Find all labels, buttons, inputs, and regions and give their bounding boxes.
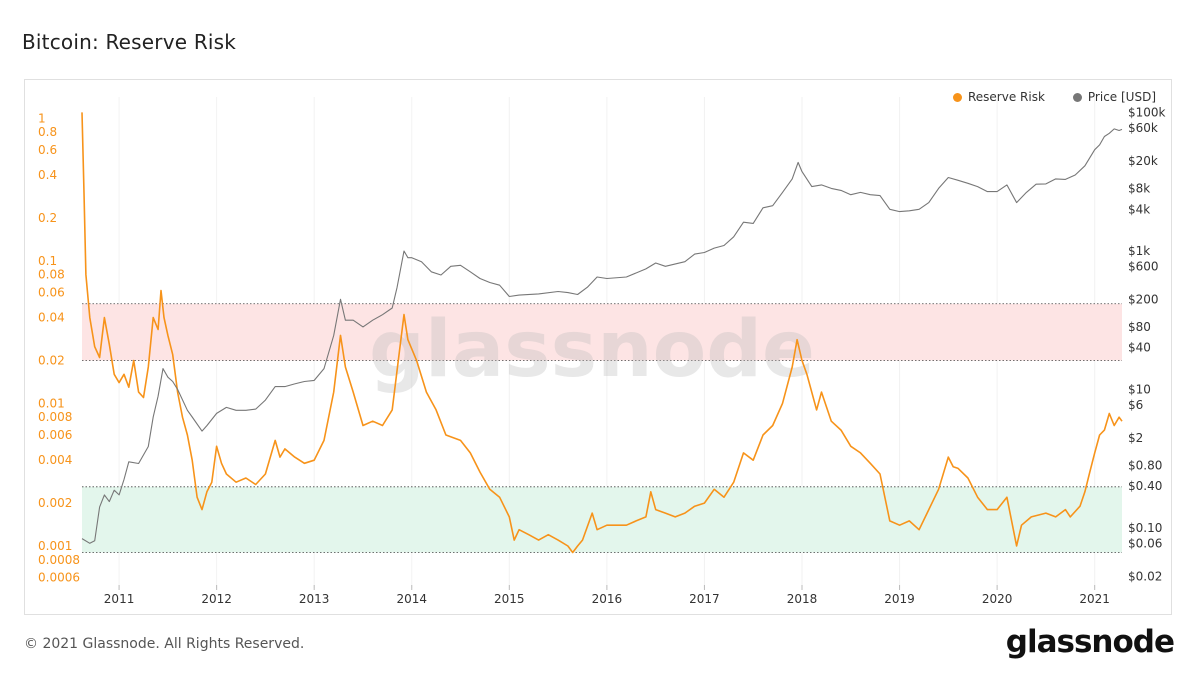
buy-zone-band xyxy=(82,486,1122,553)
right-axis-tick-label: $100k xyxy=(1128,105,1166,119)
legend-item-reserve-risk[interactable]: Reserve Risk xyxy=(952,90,1045,104)
legend-label-price: Price [USD] xyxy=(1087,90,1156,104)
copyright-footer: © 2021 Glassnode. All Rights Reserved. xyxy=(24,636,305,652)
legend-item-price[interactable]: Price [USD] xyxy=(1072,90,1156,104)
price-legend-dot xyxy=(1072,92,1082,102)
x-axis-tick-label: 2021 xyxy=(1079,592,1110,606)
left-axis-tick-label: 0.08 xyxy=(38,268,65,282)
x-axis-tick-label: 2013 xyxy=(299,592,330,606)
watermark: glassnode xyxy=(369,305,815,395)
right-axis-tick-label: $40 xyxy=(1128,341,1151,355)
right-axis-tick-label: $10 xyxy=(1128,382,1151,396)
reserve-risk-legend-dot xyxy=(952,92,962,102)
right-axis-tick-label: $0.80 xyxy=(1128,458,1162,472)
x-axis-tick-label: 2016 xyxy=(592,592,623,606)
right-axis-tick-label: $600 xyxy=(1128,259,1159,273)
left-axis-tick-label: 0.6 xyxy=(38,143,57,157)
left-axis-tick-label: 0.001 xyxy=(38,539,72,553)
right-axis-tick-label: $0.40 xyxy=(1128,479,1162,493)
glassnode-logo[interactable]: glassnode xyxy=(1005,624,1175,660)
legend-label-reserve-risk: Reserve Risk xyxy=(967,90,1045,104)
x-axis-tick-label: 2018 xyxy=(787,592,818,606)
left-axis-tick-label: 0.8 xyxy=(38,125,57,139)
right-axis-tick-label: $60k xyxy=(1128,121,1158,135)
x-axis-tick-label: 2017 xyxy=(689,592,720,606)
x-axis-tick-label: 2011 xyxy=(104,592,135,606)
left-axis-tick-label: 1 xyxy=(38,111,46,125)
right-axis-tick-label: $0.06 xyxy=(1128,536,1162,550)
left-axis-tick-label: 0.006 xyxy=(38,428,72,442)
left-axis-tick-label: 0.004 xyxy=(38,453,72,467)
left-axis-tick-label: 0.01 xyxy=(38,396,65,410)
x-axis-tick-label: 2020 xyxy=(982,592,1013,606)
x-axis-tick-label: 2014 xyxy=(396,592,427,606)
right-axis-tick-label: $0.10 xyxy=(1128,521,1162,535)
sell-zone-band xyxy=(82,303,1122,361)
left-axis-tick-label: 0.02 xyxy=(38,354,65,368)
chart-title: Bitcoin: Reserve Risk xyxy=(22,30,237,54)
right-axis-tick-label: $8k xyxy=(1128,181,1150,195)
right-axis-tick-label: $6 xyxy=(1128,398,1143,412)
x-axis-tick-label: 2019 xyxy=(884,592,915,606)
x-axis-tick-label: 2015 xyxy=(494,592,525,606)
left-axis-tick-label: 0.002 xyxy=(38,496,72,510)
left-axis-tick-label: 0.008 xyxy=(38,410,72,424)
left-axis-tick-label: 0.0008 xyxy=(38,553,80,567)
left-axis-tick-label: 0.04 xyxy=(38,311,65,325)
chart-frame xyxy=(24,79,1172,615)
left-axis-tick-label: 0.0006 xyxy=(38,571,80,585)
right-axis-tick-label: $2 xyxy=(1128,431,1143,445)
right-axis-tick-label: $1k xyxy=(1128,244,1150,258)
left-axis-tick-label: 0.4 xyxy=(38,168,57,182)
right-axis-tick-label: $4k xyxy=(1128,202,1150,216)
right-axis-tick-label: $20k xyxy=(1128,154,1158,168)
price-line xyxy=(81,128,1123,544)
left-axis-tick-label: 0.2 xyxy=(38,211,57,225)
x-axis-tick-label: 2012 xyxy=(201,592,232,606)
chart-legend: Reserve Risk Price [USD] xyxy=(952,90,1156,104)
right-axis-tick-label: $80 xyxy=(1128,320,1151,334)
right-axis-tick-label: $0.02 xyxy=(1128,569,1162,583)
right-axis-tick-label: $200 xyxy=(1128,292,1159,306)
left-axis-tick-label: 0.06 xyxy=(38,285,65,299)
reserve-risk-line xyxy=(81,112,1123,554)
left-axis-tick-label: 0.1 xyxy=(38,254,57,268)
